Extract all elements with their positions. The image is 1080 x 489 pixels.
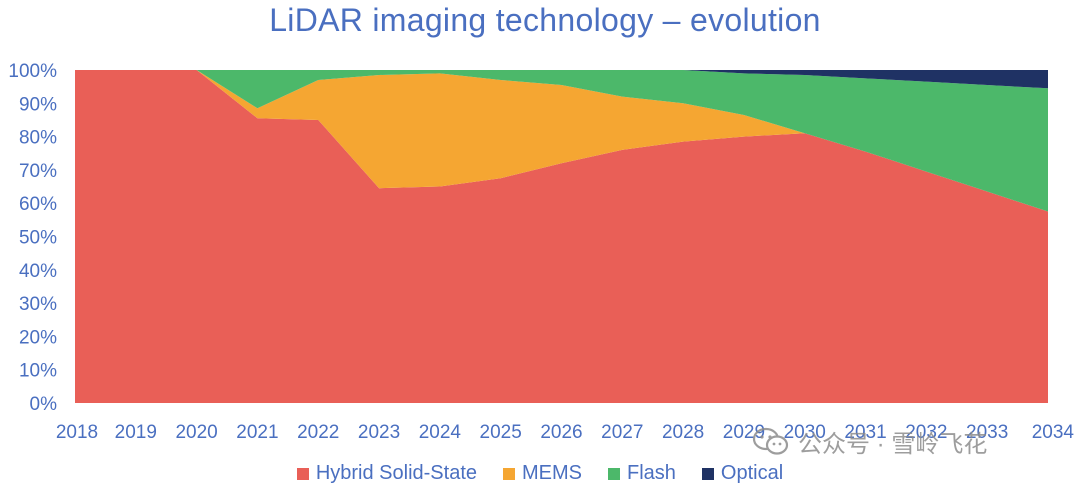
watermark: 公众号 · 雪岭飞花 bbox=[752, 424, 987, 459]
wechat-icon bbox=[752, 427, 789, 455]
x-tick-label: 2020 bbox=[175, 422, 217, 443]
x-tick-label: 2021 bbox=[236, 422, 278, 443]
legend-label: Flash bbox=[627, 462, 676, 484]
y-tick-label: 20% bbox=[19, 327, 57, 348]
x-tick-label: 2019 bbox=[115, 422, 157, 443]
x-tick-label: 2028 bbox=[662, 422, 704, 443]
x-tick-label: 2022 bbox=[297, 422, 339, 443]
area-series-mems bbox=[75, 70, 1048, 212]
area-series-hybrid-solid-state bbox=[75, 70, 1048, 403]
legend-swatch bbox=[296, 467, 309, 480]
y-tick-label: 10% bbox=[19, 361, 57, 382]
chart-legend: Hybrid Solid-State MEMS Flash Optical bbox=[0, 462, 1080, 485]
x-tick-label: 2018 bbox=[56, 422, 98, 443]
legend-item-mems: MEMS bbox=[503, 462, 582, 485]
legend-item-hybrid-solid-state: Hybrid Solid-State bbox=[296, 462, 478, 485]
legend-item-optical: Optical bbox=[701, 462, 784, 485]
y-tick-label: 40% bbox=[19, 261, 57, 282]
x-tick-label: 2034 bbox=[1032, 422, 1075, 443]
stacked-areas bbox=[75, 70, 1048, 403]
y-tick-label: 60% bbox=[19, 194, 57, 215]
y-tick-label: 100% bbox=[8, 61, 57, 82]
x-tick-label: 2023 bbox=[358, 422, 400, 443]
y-tick-label: 30% bbox=[19, 294, 57, 315]
legend-label: Optical bbox=[720, 462, 784, 484]
y-tick-label: 50% bbox=[19, 228, 57, 249]
y-tick-label: 80% bbox=[19, 128, 57, 149]
x-tick-label: 2027 bbox=[601, 422, 643, 443]
legend-swatch bbox=[503, 467, 516, 480]
area-series-optical bbox=[75, 70, 1048, 89]
x-axis-ticks: 2018 2019 2020 2021 2022 2023 2024 2025 2026 2027… bbox=[56, 422, 1075, 443]
legend-swatch bbox=[701, 467, 714, 480]
legend-label: MEMS bbox=[522, 462, 583, 484]
x-tick-label: 2025 bbox=[480, 422, 522, 443]
x-tick-label: 2024 bbox=[419, 422, 462, 443]
x-tick-label: 2030 bbox=[784, 422, 826, 443]
x-tick-label: 2032 bbox=[905, 422, 947, 443]
y-tick-label: 70% bbox=[19, 161, 57, 182]
legend-swatch bbox=[608, 467, 621, 480]
x-tick-label: 2026 bbox=[540, 422, 582, 443]
x-tick-label: 2033 bbox=[966, 422, 1008, 443]
legend-item-flash: Flash bbox=[608, 462, 676, 485]
chart-title: LiDAR imaging technology – evolution bbox=[269, 2, 821, 38]
y-axis-ticks: 0% 10% 20% 30% 40% 50% 60% 70% 80% 90% 100% bbox=[8, 61, 57, 415]
legend-label: Hybrid Solid-State bbox=[315, 462, 478, 484]
y-tick-label: 90% bbox=[19, 94, 57, 115]
area-series-flash bbox=[75, 70, 1048, 212]
y-tick-label: 0% bbox=[30, 394, 58, 415]
watermark-text: 公众号 · 雪岭飞花 bbox=[798, 431, 988, 458]
x-tick-label: 2031 bbox=[844, 422, 886, 443]
